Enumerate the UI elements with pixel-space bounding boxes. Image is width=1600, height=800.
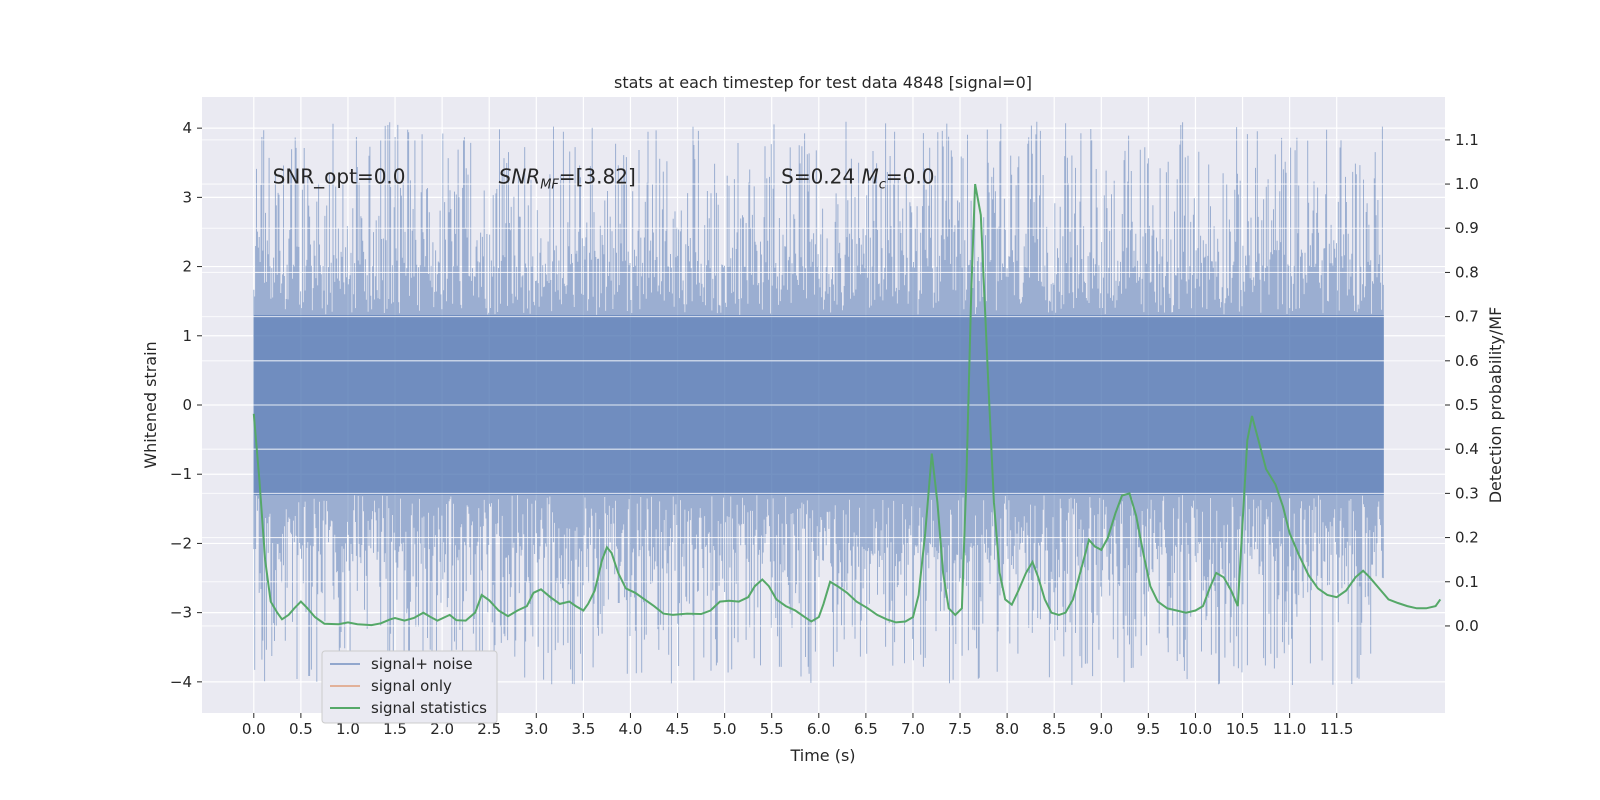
y2-tick-label: 0.9 [1455, 219, 1479, 237]
legend-label-signal-statistics: signal statistics [371, 699, 487, 717]
y2-axis-label: Detection probability/MF [1486, 307, 1505, 504]
y-tick-label: −3 [170, 604, 192, 622]
legend: signal+ noise signal only signal statist… [321, 650, 498, 724]
x-tick-label: 3.5 [571, 720, 595, 738]
y2-axis-ticks: 0.0 0.1 0.2 0.3 0.4 0.5 0.6 0.7 0.8 0.9 1.0 1.1 [1445, 131, 1479, 635]
y-tick-label: 4 [182, 119, 192, 137]
legend-label-signal-noise: signal+ noise [371, 655, 473, 673]
x-axis-ticks: 0.0 0.5 1.0 1.5 2.0 2.5 3.0 3.5 4.0 4.5 5.0 5.5 6.0 6… [242, 713, 1353, 738]
y2-tick-label: 0.5 [1455, 396, 1479, 414]
y-axis-label: Whitened strain [141, 341, 160, 468]
y-tick-label: 0 [182, 396, 192, 414]
legend-box [321, 650, 498, 724]
chart-title: stats at each timestep for test data 484… [614, 73, 1032, 92]
y2-tick-label: 0.7 [1455, 308, 1479, 326]
x-tick-label: 11.5 [1320, 720, 1353, 738]
y-tick-label: 3 [182, 188, 192, 206]
x-tick-label: 2.5 [477, 720, 501, 738]
annotation-snr-mf: SNRMF​=[3.82] [499, 165, 636, 193]
x-tick-label: 10.0 [1179, 720, 1212, 738]
x-tick-label: 4.0 [619, 720, 643, 738]
x-tick-label: 1.0 [336, 720, 360, 738]
y2-tick-label: 1.0 [1455, 175, 1479, 193]
x-tick-label: 6.0 [807, 720, 831, 738]
x-tick-label: 7.0 [901, 720, 925, 738]
x-tick-label: 9.5 [1136, 720, 1160, 738]
annotation-s-mc: S=0.24 Mc​=0.0 [781, 165, 934, 193]
y2-tick-label: 1.1 [1455, 131, 1479, 149]
x-tick-label: 0.5 [289, 720, 313, 738]
annotations: SNR_opt=0.0 SNRMF​=[3.82] S=0.24 Mc​=0.0 [273, 165, 935, 193]
y-tick-label: 1 [182, 327, 192, 345]
right-axis-gridlines [202, 139, 1445, 627]
x-tick-label: 1.5 [383, 720, 407, 738]
y2-tick-label: 0.8 [1455, 263, 1479, 281]
x-tick-label: 10.5 [1226, 720, 1259, 738]
legend-label-signal-only: signal only [371, 677, 452, 695]
x-tick-label: 8.0 [995, 720, 1019, 738]
x-tick-label: 11.0 [1273, 720, 1306, 738]
y-tick-label: −4 [170, 673, 192, 691]
x-tick-label: 6.5 [854, 720, 878, 738]
y-tick-label: −2 [170, 534, 192, 552]
y2-tick-label: 0.3 [1455, 484, 1479, 502]
y-axis-ticks: −4 −3 −2 −1 0 1 2 3 4 [170, 119, 202, 691]
x-tick-label: 5.5 [760, 720, 784, 738]
x-tick-label: 5.0 [713, 720, 737, 738]
x-tick-label: 2.0 [430, 720, 454, 738]
x-axis-label: Time (s) [789, 746, 855, 765]
x-tick-label: 8.5 [1042, 720, 1066, 738]
x-tick-label: 0.0 [242, 720, 266, 738]
x-tick-label: 9.0 [1089, 720, 1113, 738]
annotation-snr-opt: SNR_opt=0.0 [273, 165, 406, 189]
y2-tick-label: 0.6 [1455, 352, 1479, 370]
y2-tick-label: 0.4 [1455, 440, 1479, 458]
y-tick-label: −1 [170, 465, 192, 483]
x-tick-label: 3.0 [524, 720, 548, 738]
signal-statistics-line [252, 183, 1442, 627]
x-tick-label: 7.5 [948, 720, 972, 738]
y2-tick-label: 0.0 [1455, 617, 1479, 635]
x-tick-label: 4.5 [666, 720, 690, 738]
y2-tick-label: 0.1 [1455, 573, 1479, 591]
y-tick-label: 2 [182, 258, 192, 276]
y2-tick-label: 0.2 [1455, 529, 1479, 547]
signal-statistics-series [252, 183, 1442, 627]
